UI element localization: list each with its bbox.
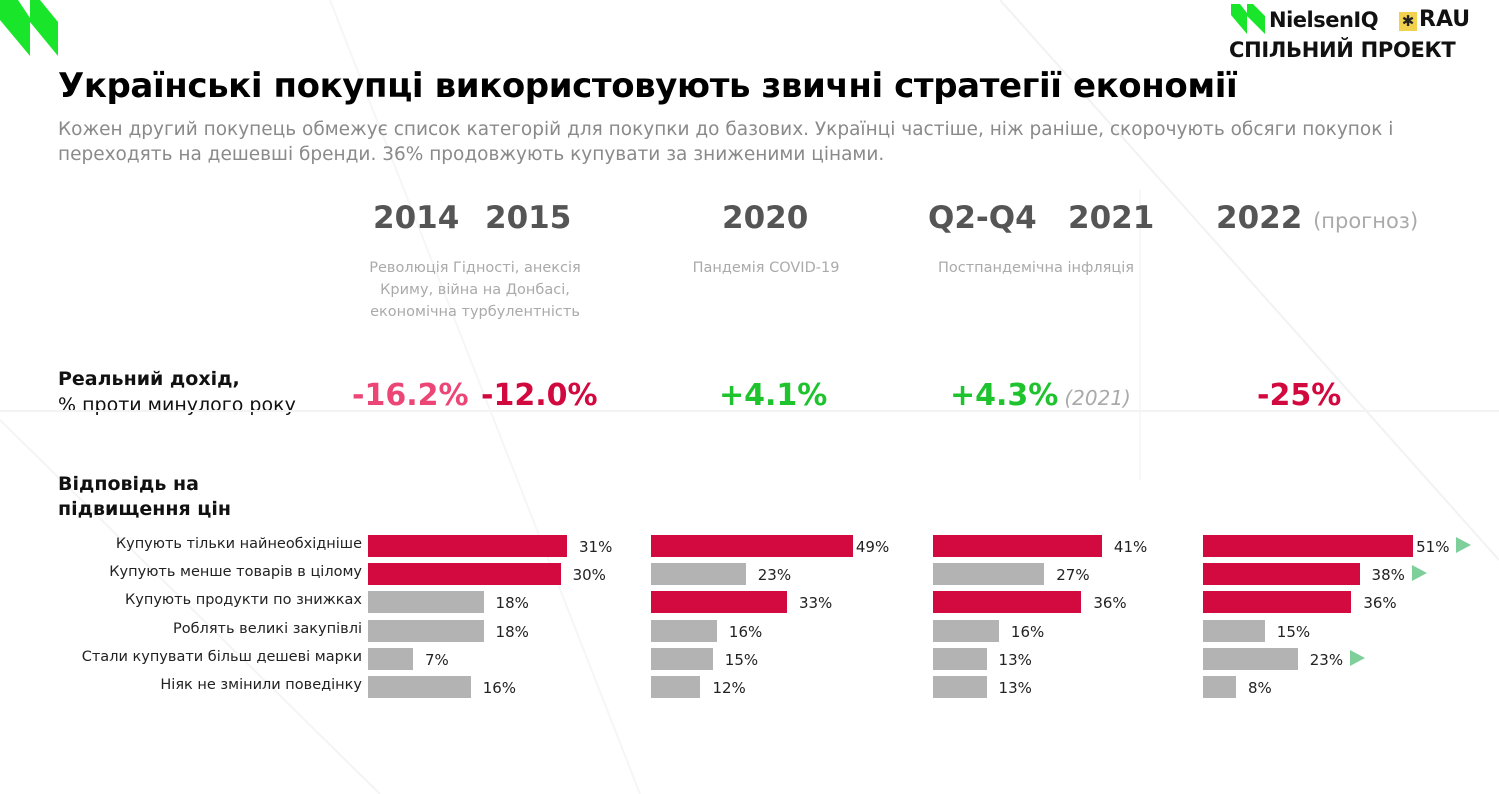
bar	[1203, 647, 1298, 670]
bar	[368, 647, 413, 670]
year-2022: 2022 (прогноз)	[1216, 200, 1418, 236]
bar	[651, 647, 713, 670]
income-value-text: -25%	[1257, 378, 1342, 413]
real-income-title: Реальний дохід,	[58, 368, 240, 390]
bar	[651, 676, 701, 698]
bar	[933, 535, 1102, 557]
real-income-subtitle: % проти минулого року	[58, 394, 296, 416]
income-value-text: +4.1%	[719, 378, 828, 413]
income-value-note: (2021)	[1064, 386, 1131, 410]
bar	[651, 535, 853, 557]
joint-project-label: СПІЛЬНИЙ ПРОЕКТ	[1229, 38, 1456, 62]
income-value-2014: -16.2%	[352, 378, 469, 413]
bar-value-label: 23%	[1309, 650, 1344, 669]
bar-value-label: 36%	[1093, 594, 1127, 613]
category-label: Стали купувати більш дешеві марки	[81, 648, 362, 665]
trend-up-icon	[1456, 537, 1472, 553]
bar	[933, 676, 987, 698]
bar-value-label: 7%	[424, 650, 449, 669]
trend-up-icon	[1349, 649, 1365, 666]
category-label: Роблять великі закупівлі	[173, 620, 362, 637]
trend-up-icon	[1411, 565, 1427, 582]
rau-wordmark: RAU	[1419, 7, 1471, 32]
category-label: Купують продукти по знижках	[124, 592, 362, 609]
bar	[933, 563, 1045, 586]
bar	[368, 619, 484, 642]
bar-value-label: 33%	[798, 594, 833, 613]
bar-value-label: 13%	[998, 679, 1032, 697]
bar	[1203, 619, 1265, 642]
bar-value-label: 31%	[579, 538, 613, 556]
bar-value-label: 13%	[998, 650, 1032, 669]
bar-value-label: 18%	[495, 594, 529, 613]
page-subtitle: Кожен другий покупець обмежує список кат…	[58, 119, 1394, 165]
bar	[1203, 535, 1414, 557]
bar	[1203, 591, 1352, 614]
bar-value-label: 15%	[1276, 622, 1311, 641]
bar-value-label: 16%	[728, 622, 763, 641]
income-value-2015: -12.0%	[481, 378, 598, 413]
bar-value-label: 41%	[1113, 538, 1148, 556]
category-label: Ніяк не змінили поведінку	[160, 677, 362, 693]
bar-value-label: 12%	[712, 679, 746, 697]
income-value-text: -16.2%	[352, 378, 469, 413]
bar-value-label: 16%	[482, 679, 517, 697]
year-2022-label: 2022	[1216, 200, 1303, 236]
nielseniq-wordmark: NielsenIQ	[1269, 8, 1379, 32]
bar	[651, 563, 746, 586]
partner-logos: NielsenIQ ✱ RAU СПІЛЬНИЙ ПРОЕКТ	[1229, 4, 1487, 66]
bar	[651, 591, 787, 614]
bar-value-label: 15%	[724, 650, 759, 669]
year-2020: 2020	[722, 200, 809, 236]
nielseniq-logo-icon	[1231, 4, 1265, 34]
year-2014: 2014	[373, 200, 460, 236]
bar	[933, 591, 1082, 614]
bar	[933, 619, 999, 642]
divider	[0, 410, 1499, 412]
income-value-2021: +4.3% (2021)	[950, 378, 1131, 413]
bar-value-label: 23%	[757, 566, 792, 585]
event-2021: Постпандемічна інфляція	[937, 260, 1134, 276]
bar-value-label: 16%	[1010, 622, 1045, 641]
income-value-2020: +4.1%	[719, 378, 827, 413]
page-title: Українські покупці використовують звичні…	[58, 66, 1238, 106]
forecast-note: (прогноз)	[1313, 209, 1419, 233]
event-2020: Пандемія COVID-19	[692, 260, 840, 276]
rau-star-icon: ✱	[1399, 12, 1417, 31]
bar-value-label: 49%	[855, 538, 890, 556]
bar-value-label: 38%	[1371, 566, 1405, 585]
period-q2-q4: Q2-Q4	[928, 200, 1037, 236]
category-label: Купують тільки найнеобхідніше	[115, 536, 362, 552]
bar-value-label: 51%	[1416, 538, 1450, 556]
income-value-text: +4.3%	[950, 378, 1059, 413]
bar	[368, 591, 484, 614]
event-2014-2015: Революція Гідності, анексія Криму, війна…	[369, 260, 581, 320]
category-label: Купують менше товарів в цілому	[109, 564, 362, 581]
price-response-label: Відповідь на підвищення цін	[58, 473, 232, 520]
bar-value-label: 27%	[1056, 566, 1090, 585]
bar-value-label: 30%	[572, 566, 606, 585]
bar	[651, 619, 717, 642]
bar	[1203, 563, 1360, 586]
nielseniq-logo-mark	[0, 0, 58, 56]
bar-value-label: 18%	[495, 622, 529, 641]
bar	[368, 563, 561, 586]
income-value-2022: -25%	[1257, 378, 1341, 413]
bar-value-label: 8%	[1247, 679, 1272, 697]
bar	[1203, 676, 1236, 698]
bar	[933, 647, 987, 670]
bar-value-label: 36%	[1363, 594, 1397, 613]
year-2015: 2015	[485, 200, 572, 236]
income-value-text: -12.0%	[481, 378, 598, 413]
bar	[368, 535, 568, 557]
bar	[368, 676, 471, 698]
year-2021: 2021	[1068, 200, 1155, 236]
